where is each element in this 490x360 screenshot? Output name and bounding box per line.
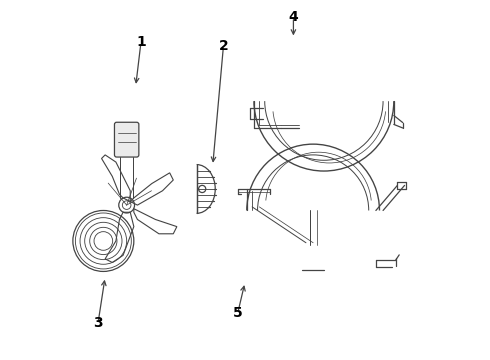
Text: 4: 4 — [289, 10, 298, 24]
FancyBboxPatch shape — [115, 122, 139, 157]
Text: 5: 5 — [233, 306, 243, 320]
Text: 2: 2 — [219, 39, 228, 53]
Text: 3: 3 — [93, 316, 103, 330]
Text: 1: 1 — [136, 35, 146, 49]
